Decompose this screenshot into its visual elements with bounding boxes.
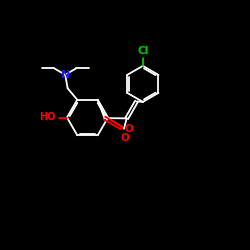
Text: Cl: Cl xyxy=(138,46,149,56)
Text: HO: HO xyxy=(40,112,56,122)
Text: O: O xyxy=(121,133,130,143)
Text: O: O xyxy=(124,124,133,134)
Text: N: N xyxy=(60,70,70,80)
